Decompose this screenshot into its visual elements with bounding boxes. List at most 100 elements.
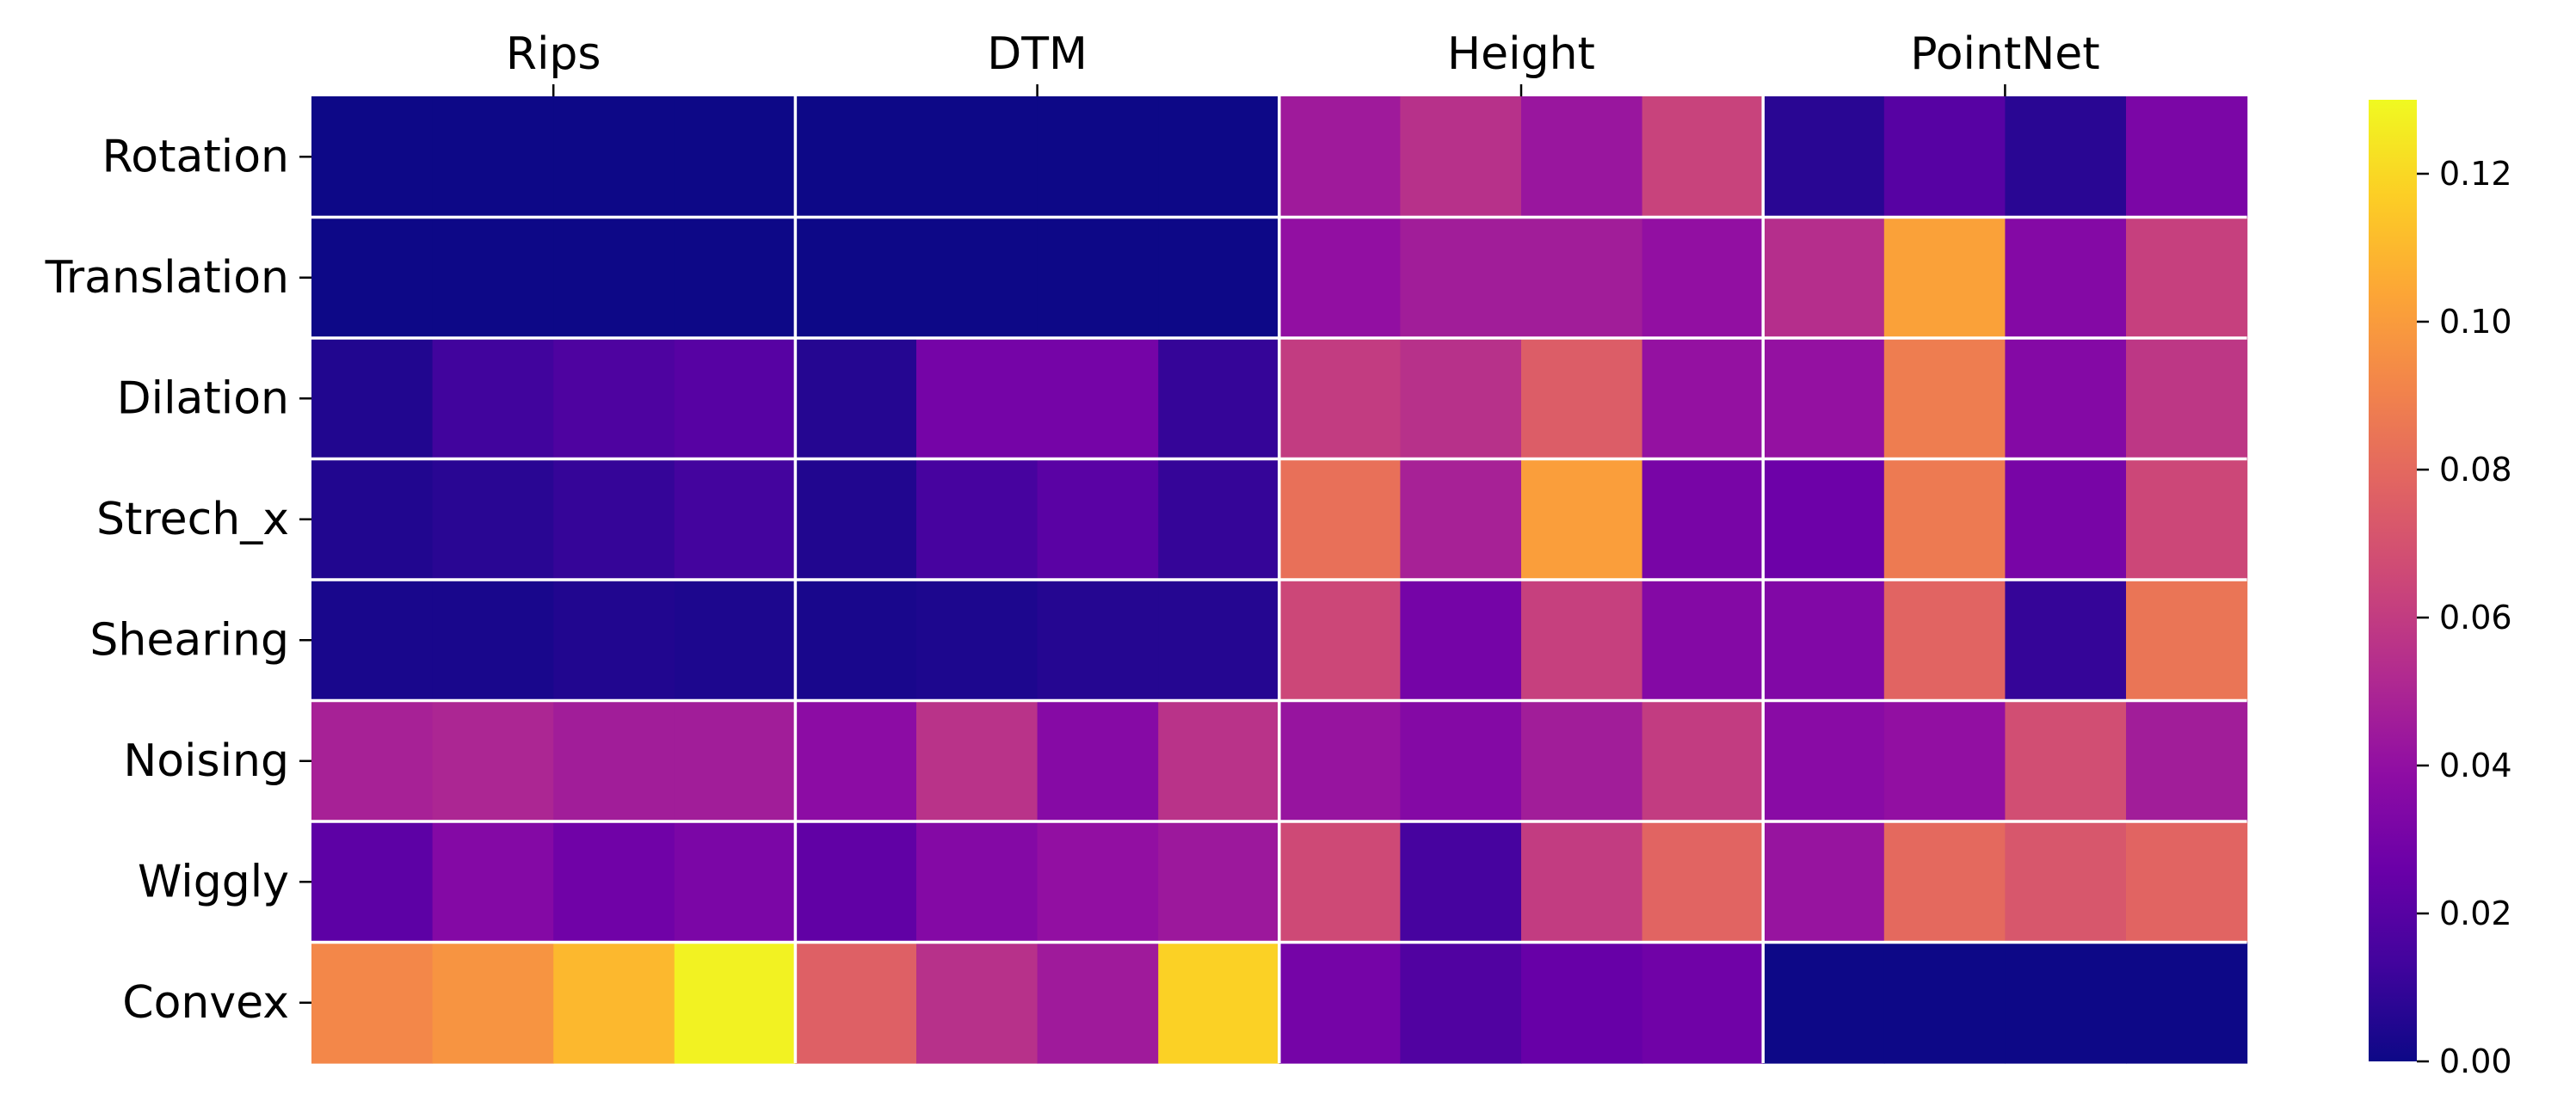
heatmap-cell [2005,580,2127,702]
heatmap-cell [1400,458,1522,581]
heatmap-cell [2126,96,2248,218]
heatmap-cell [1763,458,1885,581]
heatmap-cell [916,821,1038,944]
column-label: Height [1447,28,1595,80]
heatmap-cell [916,458,1038,581]
heatmap-cell [1037,96,1159,218]
heatmap-cell [1158,217,1280,339]
heatmap-cells [311,96,2248,1064]
colorbar-tick-label: 0.08 [2439,451,2512,489]
heatmap-cell [795,458,917,581]
heatmap-cell [1763,821,1885,944]
heatmap-cell [1279,700,1401,822]
heatmap-cell [1521,458,1643,581]
heatmap-cell [1158,338,1280,460]
heatmap-cell [674,700,796,822]
heatmap-cell [1037,458,1159,581]
row-label: Convex [122,977,289,1029]
heatmap-cell [1521,217,1643,339]
heatmap-cell [311,458,434,581]
heatmap-cell [2126,580,2248,702]
heatmap-cell [916,338,1038,460]
colorbar-tick-label: 0.10 [2439,303,2512,341]
heatmap-cell [1763,96,1885,218]
colorbar-tick-label: 0.04 [2439,747,2512,784]
heatmap-cell [1400,96,1522,218]
heatmap-cell [674,338,796,460]
heatmap-cell [1883,217,2006,339]
row-label: Shearing [89,614,289,666]
heatmap-cell [1642,942,1764,1064]
heatmap-cell [1521,580,1643,702]
heatmap-cell [1883,580,2006,702]
column-label: DTM [987,28,1088,80]
heatmap-cell [1158,458,1280,581]
heatmap-cell [2005,821,2127,944]
heatmap-cell [2005,458,2127,581]
heatmap-cell [1158,821,1280,944]
heatmap-cell [1521,96,1643,218]
heatmap-cell [674,821,796,944]
heatmap-cell [553,821,675,944]
heatmap-cell [311,821,434,944]
column-axis: Rips DTM Height PointNet [506,28,2100,96]
heatmap-cell [1037,821,1159,944]
heatmap-cell [1642,338,1764,460]
heatmap-cell [1279,458,1401,581]
heatmap-cell [432,942,554,1064]
heatmap-cell [432,338,554,460]
heatmap-cell [1642,821,1764,944]
heatmap-cell [311,338,434,460]
heatmap-cell [2005,700,2127,822]
heatmap-cell [1158,942,1280,1064]
heatmap-cell [795,821,917,944]
heatmap-cell [432,580,554,702]
heatmap-cell [1883,942,2006,1064]
heatmap-cell [311,96,434,218]
heatmap-cell [795,217,917,339]
heatmap-cell [2005,338,2127,460]
heatmap-cell [553,217,675,339]
heatmap-cell [1521,338,1643,460]
heatmap-cell [1883,700,2006,822]
heatmap-cell [1642,217,1764,339]
heatmap-cell [2126,217,2248,339]
heatmap-cell [1037,217,1159,339]
colorbar-gradient [2369,100,2417,1061]
heatmap-cell [2005,942,2127,1064]
heatmap-cell [1642,96,1764,218]
heatmap-cell [553,700,675,822]
heatmap-cell [795,700,917,822]
row-axis: Rotation Translation Dilation Strech_x Shear… [45,131,311,1029]
heatmap-cell [2126,700,2248,822]
column-label: Rips [506,28,601,80]
row-label: Rotation [102,131,289,182]
column-label: PointNet [1910,28,2099,80]
colorbar-tick-label: 0.00 [2439,1042,2512,1080]
heatmap-cell [553,338,675,460]
heatmap-cell [432,821,554,944]
heatmap-cell [916,942,1038,1064]
row-label: Strech_x [96,494,289,545]
heatmap-cell [1279,821,1401,944]
heatmap-cell [553,96,675,218]
heatmap-cell [2005,217,2127,339]
heatmap-cell [432,458,554,581]
heatmap-cell [1642,700,1764,822]
heatmap-cell [1279,96,1401,218]
heatmap-cell [311,580,434,702]
heatmap-cell [1763,942,1885,1064]
heatmap-cell [1763,217,1885,339]
heatmap-cell [1037,338,1159,460]
heatmap-cell [553,458,675,581]
heatmap-cell [916,96,1038,218]
row-label: Wiggly [138,856,289,907]
heatmap-cell [553,942,675,1064]
heatmap-cell [1037,700,1159,822]
heatmap-cell [311,942,434,1064]
heatmap-cell [795,580,917,702]
heatmap-cell [795,96,917,218]
colorbar: 0.00 0.02 0.04 0.06 0.08 0.10 0.12 [2369,100,2512,1080]
heatmap-cell [2126,821,2248,944]
heatmap-cell [1521,821,1643,944]
